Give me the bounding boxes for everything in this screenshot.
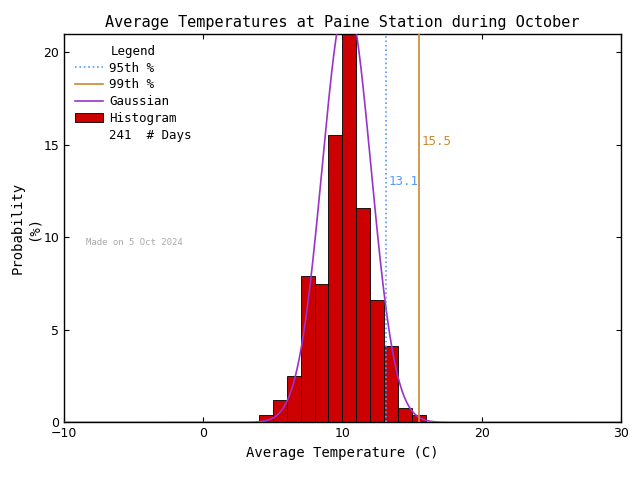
Bar [315,284,328,422]
Bar [273,400,287,422]
Bar [301,276,315,422]
Bar [398,408,412,422]
Bar [259,415,273,422]
Legend: 95th %, 99th %, Gaussian, Histogram, 241  # Days: 95th %, 99th %, Gaussian, Histogram, 241… [70,40,196,146]
Text: 13.1: 13.1 [388,175,419,189]
Bar [342,32,356,422]
Bar [287,376,301,422]
Bar [356,208,370,422]
Bar [328,135,342,422]
Bar [384,347,398,422]
Text: Made on 5 Oct 2024: Made on 5 Oct 2024 [86,239,183,248]
Text: 15.5: 15.5 [422,135,452,148]
Bar [412,415,426,422]
Y-axis label: Probability
(%): Probability (%) [10,182,40,274]
X-axis label: Average Temperature (C): Average Temperature (C) [246,446,438,460]
Bar [370,300,384,422]
Title: Average Temperatures at Paine Station during October: Average Temperatures at Paine Station du… [105,15,580,30]
